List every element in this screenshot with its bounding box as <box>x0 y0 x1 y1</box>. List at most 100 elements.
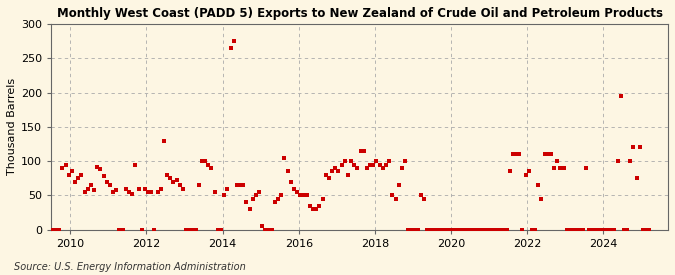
Point <box>101 180 112 184</box>
Point <box>460 228 470 232</box>
Point <box>263 228 274 232</box>
Point <box>108 190 119 194</box>
Point <box>171 178 182 183</box>
Point <box>377 166 388 170</box>
Point <box>523 169 534 174</box>
Point <box>241 200 252 205</box>
Point <box>584 228 595 232</box>
Point <box>181 228 192 232</box>
Point <box>142 190 153 194</box>
Point <box>149 228 160 232</box>
Point <box>168 180 179 184</box>
Point <box>124 190 134 194</box>
Point <box>501 228 512 232</box>
Point <box>336 162 347 167</box>
Point <box>310 207 321 211</box>
Point <box>70 180 80 184</box>
Point <box>403 228 414 232</box>
Point <box>638 228 649 232</box>
Point <box>63 173 74 177</box>
Point <box>466 228 477 232</box>
Point <box>577 228 588 232</box>
Point <box>295 193 306 198</box>
Point <box>520 173 531 177</box>
Point <box>203 162 214 167</box>
Point <box>209 190 220 194</box>
Point <box>593 228 604 232</box>
Point <box>416 193 427 198</box>
Point <box>514 152 524 156</box>
Point <box>317 197 328 201</box>
Point <box>409 228 420 232</box>
Point <box>381 162 392 167</box>
Point <box>79 190 90 194</box>
Point <box>159 138 169 143</box>
Point <box>437 228 448 232</box>
Point <box>321 173 331 177</box>
Point <box>146 190 157 194</box>
Point <box>86 183 97 187</box>
Point <box>533 183 543 187</box>
Point <box>428 228 439 232</box>
Point <box>485 228 496 232</box>
Point <box>47 228 58 232</box>
Point <box>57 166 68 170</box>
Point <box>479 228 490 232</box>
Point <box>552 159 563 163</box>
Point <box>105 183 115 187</box>
Point <box>155 186 166 191</box>
Point <box>508 152 518 156</box>
Point <box>114 228 125 232</box>
Point <box>254 190 265 194</box>
Point <box>463 228 474 232</box>
Point <box>609 228 620 232</box>
Point <box>99 174 109 178</box>
Point <box>130 162 141 167</box>
Point <box>603 228 614 232</box>
Point <box>422 228 433 232</box>
Point <box>435 228 446 232</box>
Point <box>634 145 645 150</box>
Point <box>596 228 607 232</box>
Point <box>352 166 363 170</box>
Point <box>286 180 296 184</box>
Point <box>549 166 560 170</box>
Point <box>45 228 55 232</box>
Point <box>555 166 566 170</box>
Point <box>406 228 416 232</box>
Point <box>228 39 239 43</box>
Point <box>489 228 500 232</box>
Point <box>631 176 642 180</box>
Point <box>368 162 379 167</box>
Point <box>327 169 338 174</box>
Point <box>362 166 373 170</box>
Point <box>32 228 43 232</box>
Point <box>384 159 395 163</box>
Point <box>545 152 556 156</box>
Point <box>184 228 194 232</box>
Point <box>412 228 423 232</box>
Point <box>530 228 541 232</box>
Point <box>454 228 464 232</box>
Point <box>257 224 268 229</box>
Point <box>441 228 452 232</box>
Point <box>450 228 461 232</box>
Point <box>333 169 344 174</box>
Point <box>616 94 626 98</box>
Point <box>622 228 632 232</box>
Point <box>590 228 601 232</box>
Y-axis label: Thousand Barrels: Thousand Barrels <box>7 78 17 175</box>
Point <box>517 228 528 232</box>
Point <box>282 169 293 174</box>
Point <box>448 228 458 232</box>
Point <box>495 228 506 232</box>
Point <box>152 190 163 194</box>
Point <box>371 159 382 163</box>
Point <box>526 228 537 232</box>
Point <box>222 186 233 191</box>
Point <box>498 228 509 232</box>
Point <box>127 192 138 196</box>
Point <box>165 176 176 180</box>
Point <box>60 162 71 167</box>
Point <box>394 183 404 187</box>
